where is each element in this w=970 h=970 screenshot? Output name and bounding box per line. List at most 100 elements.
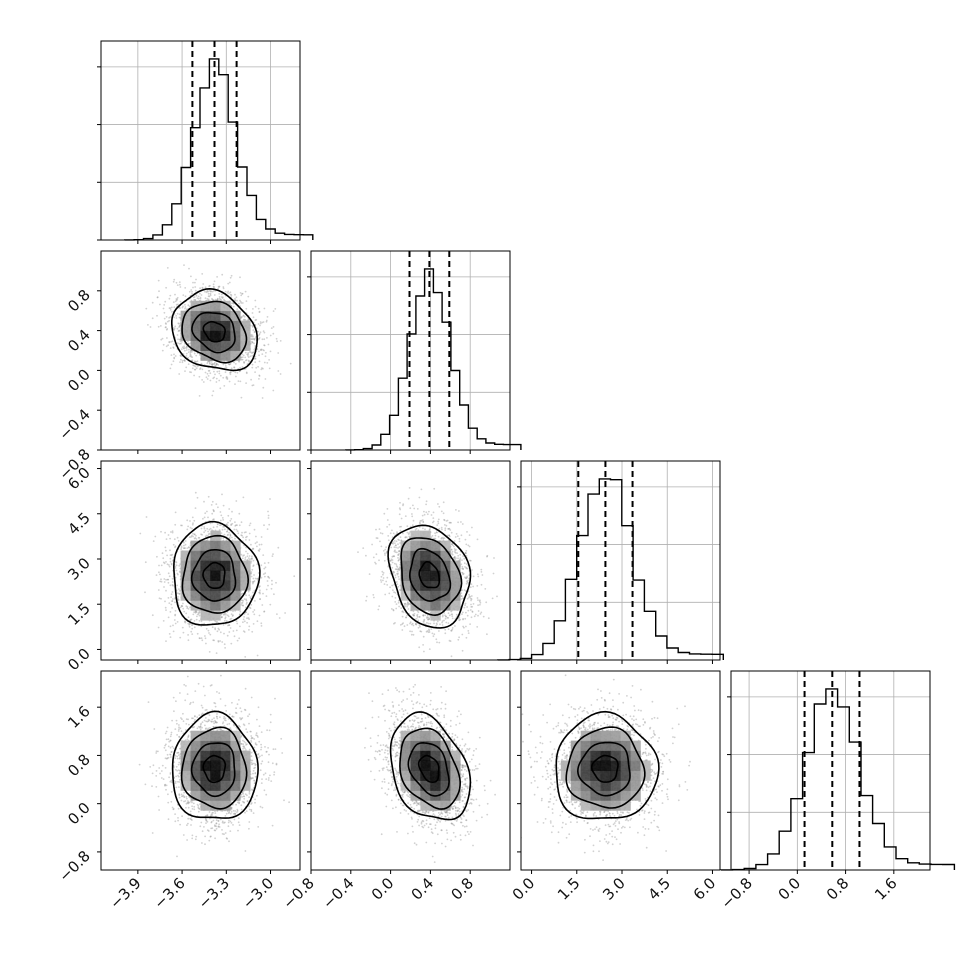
scatter-point <box>220 538 223 540</box>
scatter-point <box>235 375 237 378</box>
scatter-point <box>221 616 223 619</box>
scatter-point <box>144 561 147 564</box>
scatter-point <box>238 637 241 640</box>
scatter-point <box>230 274 233 277</box>
scatter-point <box>217 523 219 526</box>
scatter-point <box>191 534 193 537</box>
scatter-point <box>365 599 367 602</box>
scatter-point <box>170 562 173 565</box>
scatter-point <box>218 292 221 295</box>
scatter-point <box>259 331 262 334</box>
scatter-point <box>165 286 168 289</box>
scatter-point <box>194 289 197 292</box>
scatter-point <box>202 283 205 285</box>
scatter-point <box>166 320 169 323</box>
density-cell <box>230 340 241 351</box>
scatter-point <box>168 319 171 322</box>
scatter-point <box>198 354 201 356</box>
scatter-point <box>187 342 190 345</box>
scatter-point <box>226 529 229 531</box>
scatter-point <box>391 566 394 569</box>
scatter-point <box>471 610 474 613</box>
scatter-point <box>246 555 249 558</box>
scatter-point <box>169 554 172 556</box>
density-cell <box>230 320 241 331</box>
scatter-point <box>189 623 192 625</box>
scatter-point <box>263 344 266 347</box>
scatter-point <box>468 534 471 536</box>
scatter-point <box>173 538 176 541</box>
scatter-point <box>173 328 176 331</box>
scatter-point <box>241 356 244 358</box>
scatter-point <box>183 345 186 348</box>
scatter-point <box>411 515 414 518</box>
density-cell <box>200 610 211 621</box>
scatter-point <box>412 610 415 613</box>
scatter-point <box>168 633 171 635</box>
scatter-point <box>208 651 211 653</box>
scatter-point <box>264 572 267 575</box>
scatter-point <box>262 321 265 323</box>
scatter-point <box>265 595 268 597</box>
scatter-point <box>190 618 193 621</box>
scatter-point <box>217 364 220 366</box>
scatter-point <box>242 621 244 624</box>
scatter-point <box>193 296 196 298</box>
scatter-point <box>169 625 172 628</box>
scatter-point <box>405 536 408 539</box>
scatter-point <box>214 373 216 376</box>
scatter-point <box>204 529 207 532</box>
scatter-point <box>194 491 197 494</box>
scatter-point <box>265 351 267 354</box>
scatter-point <box>397 538 400 541</box>
scatter-point <box>249 351 252 353</box>
scatter-point <box>242 315 245 317</box>
scatter-point <box>260 625 263 627</box>
scatter-point <box>169 549 171 552</box>
density-cell <box>210 310 221 321</box>
scatter-point <box>243 531 246 534</box>
scatter-point <box>228 292 230 295</box>
scatter-point <box>158 597 161 600</box>
scatter-point <box>206 527 209 530</box>
scatter-point <box>258 310 261 313</box>
scatter-point <box>181 605 184 607</box>
scatter-point <box>252 581 255 583</box>
scatter-point <box>158 564 160 567</box>
scatter-point <box>180 524 182 527</box>
scatter-point <box>186 606 189 608</box>
density-cell <box>190 310 201 321</box>
scatter-point <box>249 522 252 525</box>
scatter-point <box>186 607 189 610</box>
scatter-point <box>248 532 251 535</box>
scatter-point <box>233 361 236 364</box>
scatter-point <box>213 639 216 642</box>
scatter-point <box>228 508 231 510</box>
scatter-point <box>271 555 274 557</box>
scatter-point <box>262 349 264 351</box>
scatter-point <box>222 623 225 626</box>
scatter-point <box>250 575 253 578</box>
scatter-point <box>426 617 428 619</box>
scatter-point <box>237 380 240 382</box>
scatter-point <box>219 298 222 301</box>
scatter-point <box>480 611 483 614</box>
scatter-point <box>255 318 258 321</box>
scatter-point <box>176 284 179 286</box>
scatter-point <box>385 580 388 583</box>
scatter-point <box>260 368 263 371</box>
density-cell <box>220 340 231 351</box>
scatter-point <box>179 300 182 303</box>
scatter-point <box>232 305 235 308</box>
scatter-point <box>191 359 194 362</box>
scatter-point <box>179 563 182 565</box>
scatter-point <box>172 360 175 363</box>
scatter-point <box>210 504 213 506</box>
scatter-point <box>168 297 171 300</box>
density-cell <box>230 570 241 581</box>
scatter-point <box>208 369 211 372</box>
scatter-point <box>190 275 192 278</box>
scatter-point <box>162 557 165 560</box>
scatter-point <box>262 554 265 556</box>
scatter-point <box>209 527 212 530</box>
